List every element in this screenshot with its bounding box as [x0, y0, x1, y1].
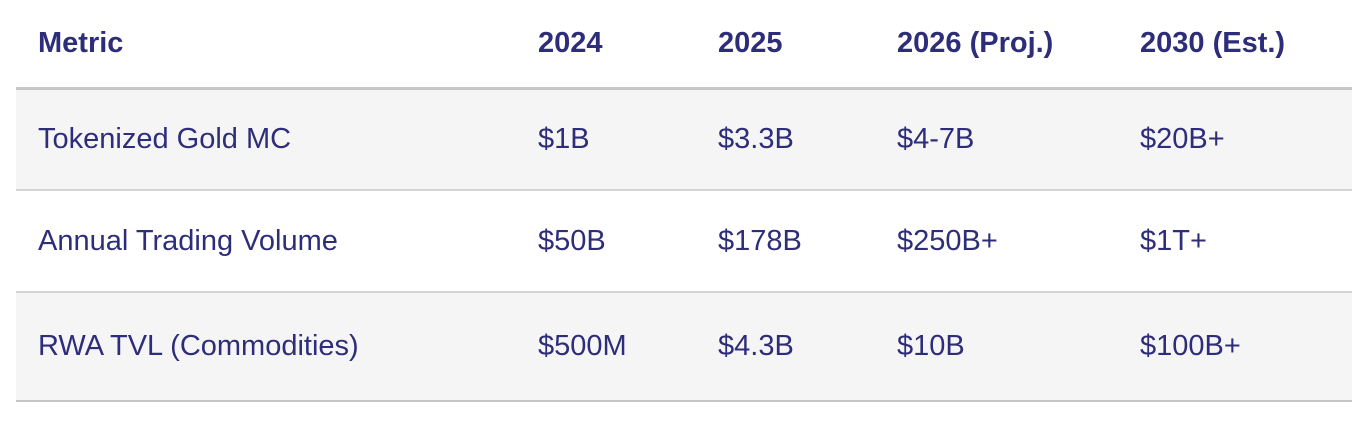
value-2024: $50B: [516, 190, 696, 293]
column-header-2030-est: 2030 (Est.): [1118, 0, 1352, 90]
metric-label: RWA TVL (Commodities): [16, 292, 516, 402]
column-header-2025: 2025: [696, 0, 875, 90]
column-header-2024: 2024: [516, 0, 696, 90]
metric-label: Annual Trading Volume: [16, 190, 516, 293]
value-2025: $3.3B: [696, 88, 875, 191]
value-2025: $178B: [696, 190, 875, 293]
value-2025: $4.3B: [696, 292, 875, 402]
value-2026-proj: $10B: [875, 292, 1118, 402]
value-2024: $1B: [516, 88, 696, 191]
column-header-metric: Metric: [16, 0, 516, 90]
metric-label: Tokenized Gold MC: [16, 88, 516, 191]
table-row-rwa-tvl-commodities: RWA TVL (Commodities) $500M $4.3B $10B $…: [16, 292, 1352, 402]
metrics-table-container: Metric 2024 2025 2026 (Proj.) 2030 (Est.…: [16, 0, 1352, 402]
value-2030-est: $100B+: [1118, 292, 1352, 402]
value-2026-proj: $4-7B: [875, 88, 1118, 191]
column-header-2026-proj: 2026 (Proj.): [875, 0, 1118, 90]
metrics-comparison-table: Metric 2024 2025 2026 (Proj.) 2030 (Est.…: [16, 0, 1352, 402]
table-header-row: Metric 2024 2025 2026 (Proj.) 2030 (Est.…: [16, 0, 1352, 90]
table-row-tokenized-gold-mc: Tokenized Gold MC $1B $3.3B $4-7B $20B+: [16, 88, 1352, 191]
value-2024: $500M: [516, 292, 696, 402]
value-2030-est: $1T+: [1118, 190, 1352, 293]
value-2026-proj: $250B+: [875, 190, 1118, 293]
value-2030-est: $20B+: [1118, 88, 1352, 191]
table-row-annual-trading-volume: Annual Trading Volume $50B $178B $250B+ …: [16, 190, 1352, 293]
